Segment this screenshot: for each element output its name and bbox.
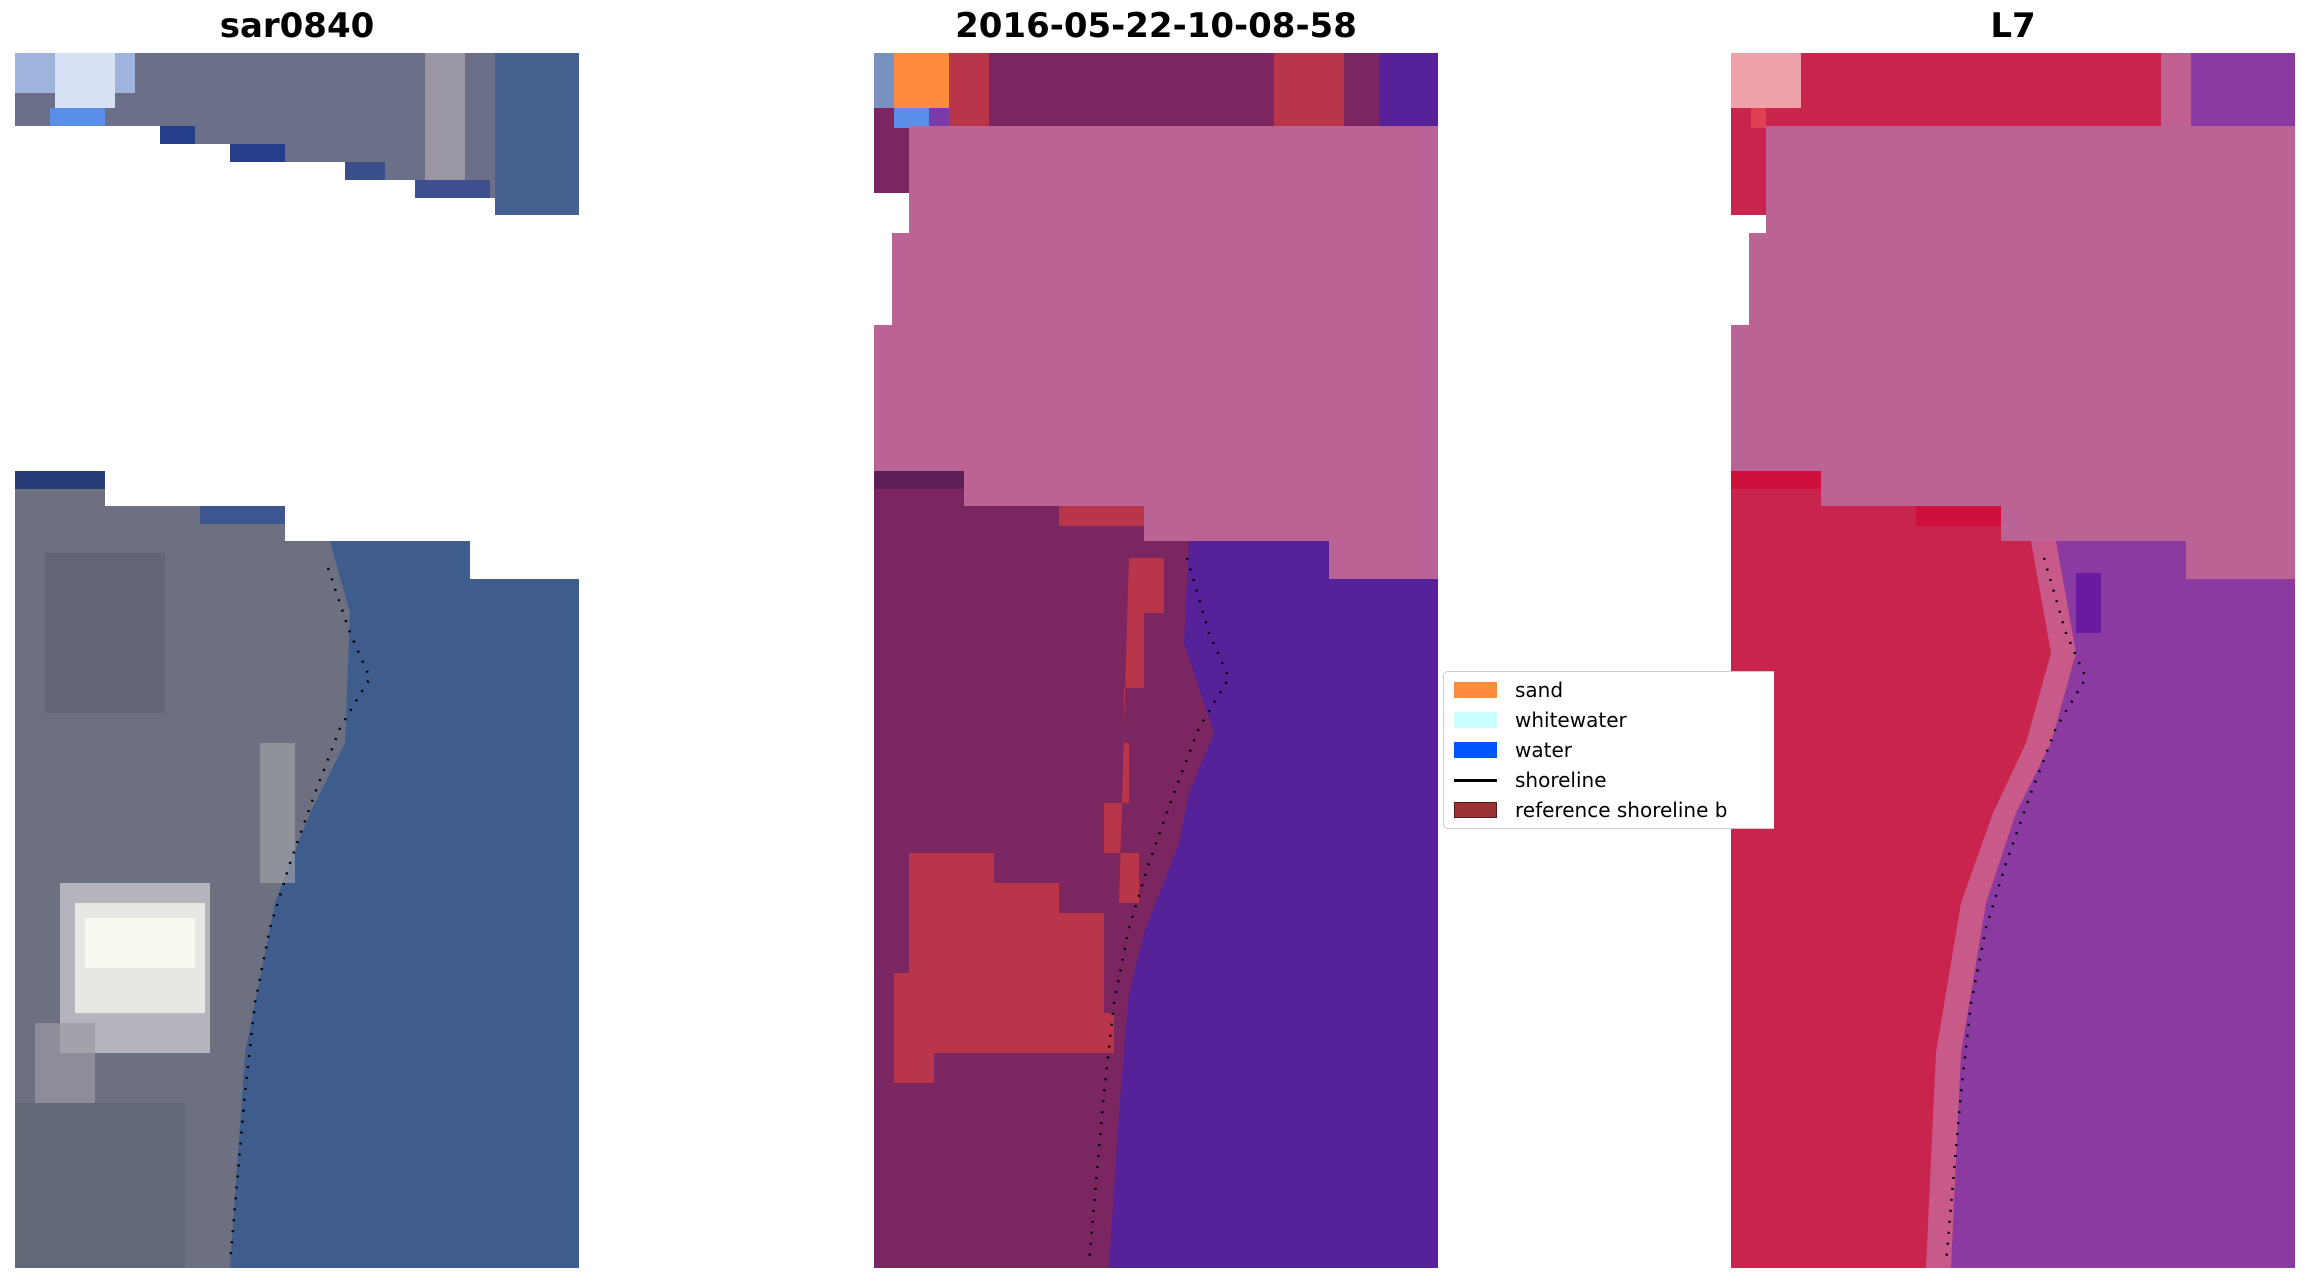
legend-label: shoreline: [1515, 768, 1607, 792]
rgb-image: [15, 53, 579, 1268]
rgb-image-panel: [15, 53, 579, 1268]
legend-swatch-water: [1454, 742, 1497, 758]
panel-title-rgb: sar0840: [219, 6, 375, 46]
index-image: [1731, 53, 2295, 1268]
legend: sand whitewater water shoreline referenc…: [1443, 671, 1774, 829]
legend-item-whitewater: whitewater: [1454, 705, 1627, 735]
legend-swatch-whitewater: [1454, 712, 1497, 728]
legend-label: reference shoreline b: [1515, 798, 1728, 822]
legend-item-reference-shoreline-buffer: reference shoreline b: [1454, 795, 1727, 825]
legend-label: water: [1515, 738, 1572, 762]
classified-image: [874, 53, 1438, 1268]
legend-label: whitewater: [1515, 708, 1627, 732]
legend-swatch-sand: [1454, 682, 1497, 698]
legend-item-water: water: [1454, 735, 1572, 765]
classified-image-panel: [874, 53, 1438, 1268]
legend-swatch-reference-shoreline-buffer: [1454, 802, 1497, 818]
legend-label: sand: [1515, 678, 1564, 702]
index-image-panel: [1731, 53, 2295, 1268]
legend-item-shoreline: shoreline: [1454, 765, 1607, 795]
panel-title-index: L7: [1990, 6, 2036, 46]
panel-title-classified: 2016-05-22-10-08-58: [955, 6, 1357, 46]
legend-line-shoreline: [1454, 778, 1497, 782]
legend-item-sand: sand: [1454, 675, 1563, 705]
